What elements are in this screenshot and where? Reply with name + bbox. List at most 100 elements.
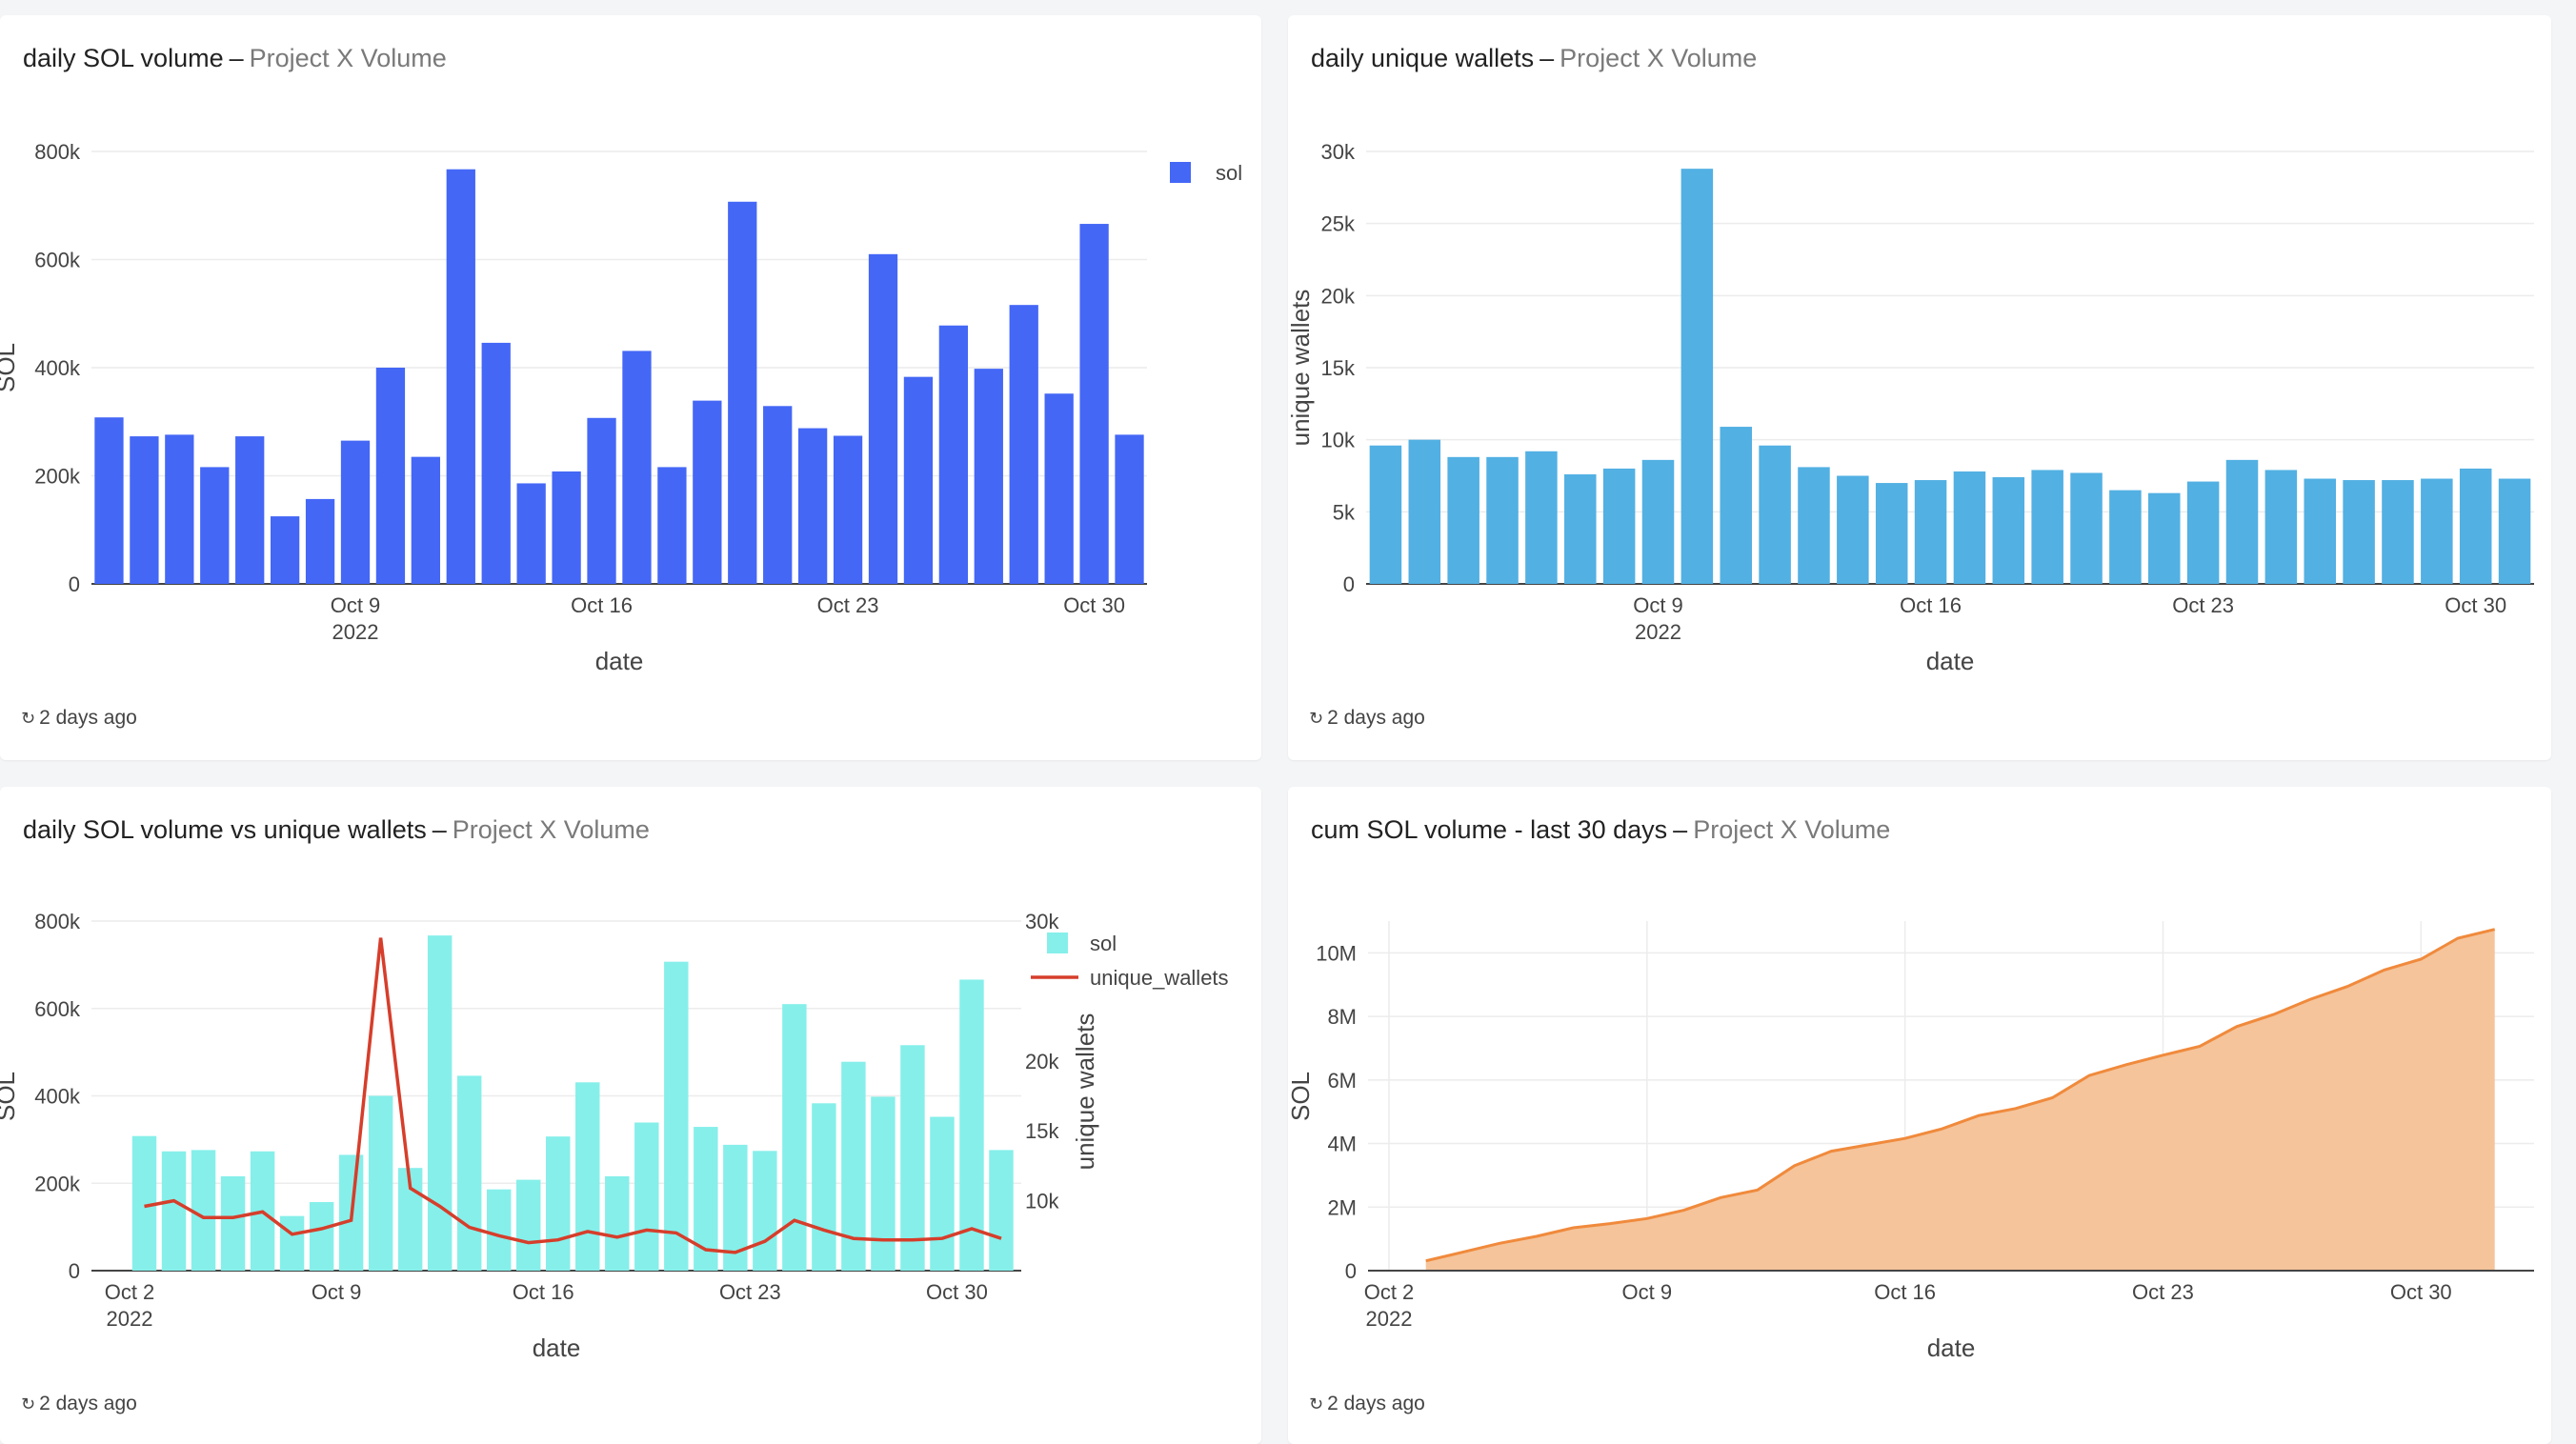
- x-tick-label: Oct 16: [571, 593, 633, 617]
- y-tick-label: 0: [69, 1259, 80, 1283]
- refresh-icon: ↻: [1309, 709, 1324, 728]
- y-tick-label: 200k: [34, 1172, 81, 1195]
- x-tick-label: Oct 30: [1063, 593, 1125, 617]
- y2-axis-title: unique wallets: [1071, 1013, 1099, 1171]
- bar: [900, 1045, 925, 1271]
- bar: [1641, 459, 1675, 584]
- bar: [368, 1095, 393, 1271]
- bar: [2498, 478, 2531, 584]
- bar: [782, 1004, 807, 1271]
- bar: [516, 483, 546, 584]
- bar: [1837, 475, 1869, 584]
- area-chart-cum-sol: 0 2M 4M 6M 8M 10M Oct 2 2022 Oct 9 Oct 16 Oct 23 Oc…: [1286, 921, 2534, 1362]
- bar: [481, 342, 511, 584]
- bar: [974, 369, 1003, 584]
- bar: [1408, 439, 1441, 584]
- refresh-time: 2 days ago: [1327, 1393, 1425, 1414]
- x-tick-label: Oct 9: [1633, 593, 1683, 617]
- bar: [486, 1189, 512, 1271]
- bar: [959, 979, 984, 1271]
- bar: [1798, 467, 1830, 584]
- x-tick-label: Oct 16: [1874, 1280, 1936, 1304]
- x-tick-year: 2022: [1635, 620, 1681, 644]
- panel-title[interactable]: daily SOL volume vs unique wallets – Proje…: [23, 815, 650, 844]
- y-tick-label: 5k: [1333, 500, 1356, 524]
- y-tick-label: 10k: [1321, 429, 1356, 452]
- y-axis-title: SOL: [1286, 1072, 1315, 1121]
- y-tick-label: 15k: [1321, 356, 1356, 380]
- panel-title[interactable]: daily SOL volume – Project X Volume: [23, 44, 447, 72]
- refresh-status[interactable]: ↻ 2 days ago: [1309, 1393, 1425, 1415]
- x-axis-title: date: [595, 647, 644, 675]
- y-tick-label: 30k: [1321, 140, 1356, 164]
- panel-title[interactable]: cum SOL volume - last 30 days – Project X …: [1311, 815, 1891, 844]
- bar: [427, 935, 453, 1271]
- panel-cum-sol-volume: cum SOL volume - last 30 days – Project X …: [1286, 787, 2551, 1444]
- bar: [989, 1150, 1014, 1271]
- bar: [1115, 434, 1144, 584]
- x-axis-title: date: [533, 1334, 581, 1362]
- area-line: [1425, 928, 2496, 1263]
- bar: [309, 1201, 334, 1271]
- refresh-status[interactable]: ↻ 2 days ago: [21, 1393, 137, 1415]
- bar: [1759, 445, 1791, 584]
- y-axis-title: unique wallets: [1286, 290, 1315, 447]
- bar-chart-sol-volume: 0 200k 400k 600k 800k Oct 9 2022 Oct 16 Oct 23 Oc…: [0, 140, 1242, 675]
- bar: [546, 1136, 571, 1271]
- bar-chart-unique-wallets: 0 5k 10k 15k 20k 25k 30k Oct 9 2022 Oct 16 Oct 23 O…: [1286, 140, 2534, 675]
- bar: [930, 1116, 955, 1271]
- bar: [605, 1175, 630, 1271]
- bar: [2109, 490, 2142, 584]
- bar: [200, 467, 230, 584]
- x-tick-label: Oct 30: [2390, 1280, 2452, 1304]
- x-tick-label: Oct 30: [2445, 593, 2506, 617]
- refresh-time: 2 days ago: [1327, 707, 1425, 729]
- y-tick-label: 8M: [1327, 1005, 1357, 1029]
- bar: [130, 436, 159, 584]
- bar: [191, 1150, 216, 1271]
- y-axis-title: SOL: [0, 1072, 20, 1121]
- project-name[interactable]: Project X Volume: [1560, 44, 1758, 72]
- bar: [664, 961, 689, 1271]
- bar: [797, 428, 828, 584]
- project-name[interactable]: Project X Volume: [1693, 815, 1891, 844]
- y-tick-label: 10M: [1316, 941, 1357, 965]
- panel-sol-vs-wallets: daily SOL volume vs unique wallets – Proje…: [0, 787, 1261, 1444]
- refresh-icon: ↻: [1309, 1394, 1324, 1414]
- bar: [903, 376, 934, 584]
- bar: [279, 1215, 305, 1271]
- chart-title: cum SOL volume - last 30 days: [1311, 815, 1668, 844]
- project-name[interactable]: Project X Volume: [452, 815, 650, 844]
- bar: [2225, 459, 2259, 584]
- bar: [1044, 393, 1074, 584]
- x-tick-year: 2022: [1366, 1307, 1413, 1331]
- panel-title[interactable]: daily unique wallets – Project X Volume: [1311, 44, 1758, 72]
- refresh-status[interactable]: ↻ 2 days ago: [1309, 707, 1425, 730]
- bar: [753, 1151, 777, 1271]
- y2-tick-label: 20k: [1025, 1050, 1059, 1073]
- panel-daily-unique-wallets: daily unique wallets – Project X Volume 0 5…: [1286, 15, 2551, 760]
- x-tick-label: Oct 23: [2172, 593, 2234, 617]
- bar: [161, 1151, 187, 1271]
- bar: [812, 1103, 836, 1271]
- y2-tick-label: 15k: [1025, 1119, 1059, 1143]
- bar: [1009, 305, 1038, 584]
- x-tick-label: Oct 9: [331, 593, 381, 617]
- refresh-status[interactable]: ↻ 2 days ago: [21, 707, 137, 730]
- bar: [411, 456, 441, 584]
- chart-title: daily SOL volume: [23, 44, 224, 72]
- legend-label: unique_wallets: [1090, 966, 1229, 990]
- bar: [305, 498, 335, 584]
- y-tick-label: 800k: [34, 140, 81, 164]
- y-tick-label: 0: [1345, 1259, 1357, 1283]
- bar: [220, 1175, 246, 1271]
- bar: [2148, 492, 2181, 584]
- x-tick-label: Oct 23: [2132, 1280, 2194, 1304]
- bar: [657, 467, 687, 584]
- x-tick-label: Oct 23: [817, 593, 879, 617]
- bar: [728, 201, 757, 584]
- project-name[interactable]: Project X Volume: [249, 44, 447, 72]
- y-tick-label: 400k: [34, 356, 81, 380]
- bar: [94, 417, 124, 584]
- bar: [2421, 478, 2453, 584]
